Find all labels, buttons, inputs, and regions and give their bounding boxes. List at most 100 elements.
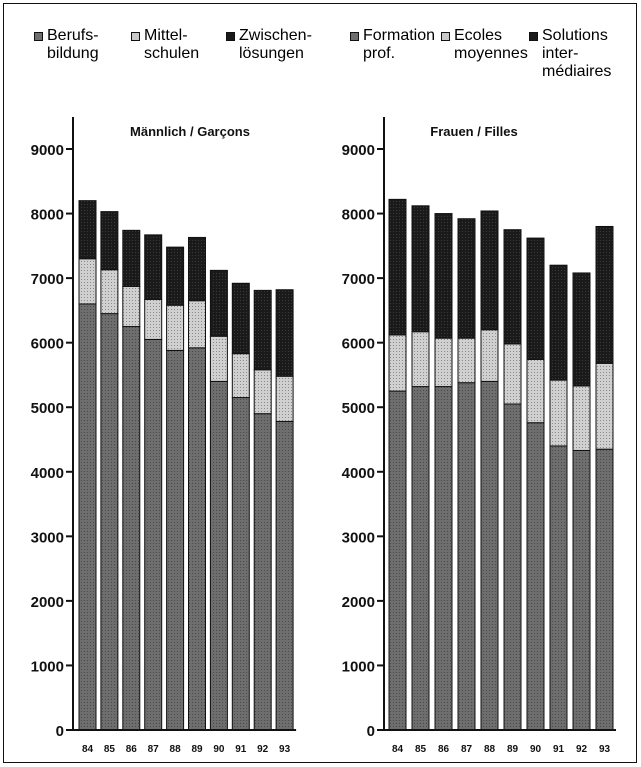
- bar-segment-mittelschulen: [503, 343, 522, 405]
- x-tick-label: 91: [553, 744, 565, 755]
- bar-segment-berufsbildung: [480, 380, 499, 731]
- bar-segment-mittelschulen: [457, 337, 476, 384]
- bar-segment-berufsbildung: [122, 326, 141, 731]
- bar-segment-mittelschulen: [434, 337, 453, 388]
- x-tick-label: 84: [392, 744, 404, 755]
- bar-segment-zwischenloesungen: [78, 200, 97, 260]
- legend-swatch-berufsbildung: [350, 32, 359, 41]
- x-tick-label: 85: [415, 744, 427, 755]
- bar-segment-zwischenloesungen: [388, 198, 407, 336]
- bar-segment-zwischenloesungen: [122, 229, 141, 288]
- x-tick-label: 86: [126, 744, 138, 755]
- bar-segment-mittelschulen: [526, 358, 545, 424]
- bar-segment-zwischenloesungen: [209, 269, 228, 337]
- x-tick-label: 89: [507, 744, 519, 755]
- y-tick-label: 4000: [31, 465, 64, 482]
- bar-segment-berufsbildung: [231, 397, 250, 731]
- bar-segment-berufsbildung: [572, 449, 591, 731]
- x-tick-label: 90: [530, 744, 542, 755]
- legend-label-berufsbildung: Berufs- bildung: [47, 27, 99, 62]
- bar-segment-mittelschulen: [595, 362, 614, 450]
- bar-segment-berufsbildung: [253, 413, 272, 731]
- chart-title: Männlich / Garçons: [130, 124, 250, 139]
- x-tick-label: 91: [235, 744, 247, 755]
- y-tick-label: 3000: [342, 529, 375, 546]
- bar-segment-mittelschulen: [188, 300, 206, 349]
- bar-segment-zwischenloesungen: [526, 237, 545, 360]
- bar-segment-mittelschulen: [253, 369, 272, 415]
- bar-segment-berufsbildung: [434, 386, 453, 731]
- x-tick-label: 88: [484, 744, 496, 755]
- x-tick-label: 93: [599, 744, 611, 755]
- bar-segment-zwischenloesungen: [144, 234, 163, 300]
- y-tick-label: 6000: [31, 336, 64, 353]
- bar-segment-mittelschulen: [78, 258, 97, 305]
- legend-label-zwischenloesungen: Solutions inter- médiaires: [542, 27, 612, 80]
- bar-segment-berufsbildung: [78, 303, 97, 731]
- bar-segment-zwischenloesungen: [411, 205, 430, 333]
- bar-segment-mittelschulen: [231, 353, 250, 399]
- bar-segment-mittelschulen: [480, 329, 499, 382]
- legend-swatch-berufsbildung: [34, 32, 43, 41]
- bar-segment-berufsbildung: [388, 390, 407, 731]
- y-tick-label: 8000: [342, 207, 375, 224]
- bar-segment-zwischenloesungen: [231, 282, 250, 355]
- bar-segment-mittelschulen: [122, 286, 141, 328]
- x-tick-label: 92: [576, 744, 588, 755]
- x-tick-label: 93: [279, 744, 291, 755]
- bar-segment-zwischenloesungen: [253, 289, 272, 371]
- bar-segment-berufsbildung: [144, 338, 163, 731]
- chart-panel-1: Männlich / Garçons 0 1000 2000 3000 4000 5000 6…: [31, 117, 297, 755]
- bar-segment-berufsbildung: [595, 448, 614, 731]
- bar-segment-mittelschulen: [572, 385, 591, 451]
- bar-segment-berufsbildung: [209, 380, 228, 731]
- x-tick-label: 92: [257, 744, 269, 755]
- bar-segment-berufsbildung: [526, 422, 545, 731]
- y-tick-label: 0: [56, 723, 64, 740]
- bar-segment-mittelschulen: [209, 335, 228, 382]
- x-tick-label: 88: [170, 744, 182, 755]
- bar-segment-berufsbildung: [457, 382, 476, 731]
- bar-segment-berufsbildung: [166, 349, 185, 731]
- legend-swatch-mittelschulen: [131, 32, 140, 41]
- x-tick-label: 87: [148, 744, 160, 755]
- y-tick-label: 1000: [31, 658, 64, 675]
- bar-segment-mittelschulen: [549, 379, 568, 447]
- bar-segment-berufsbildung: [100, 313, 119, 731]
- bar-segment-zwischenloesungen: [480, 210, 499, 331]
- bar-segment-mittelschulen: [100, 269, 119, 315]
- bar-segment-berufsbildung: [503, 403, 522, 731]
- bar-segment-berufsbildung: [411, 386, 430, 731]
- y-tick-label: 5000: [342, 400, 375, 417]
- legend-label-zwischenloesungen: Zwischen- lösungen: [239, 27, 312, 62]
- bar-segment-mittelschulen: [275, 375, 294, 422]
- legend-label-mittelschulen: Ecoles moyennes: [454, 27, 528, 62]
- chart-title: Frauen / Filles: [430, 124, 517, 139]
- bar-segment-zwischenloesungen: [457, 218, 476, 339]
- bar-segment-zwischenloesungen: [275, 289, 294, 377]
- y-tick-label: 2000: [342, 594, 375, 611]
- y-tick-label: 9000: [31, 142, 64, 159]
- bar-segment-zwischenloesungen: [595, 225, 614, 364]
- y-tick-label: 7000: [31, 271, 64, 288]
- legend-swatch-zwischenloesungen: [529, 32, 538, 41]
- bar-segment-mittelschulen: [144, 298, 163, 340]
- y-tick-label: 4000: [342, 465, 375, 482]
- bar-segment-berufsbildung: [188, 347, 206, 731]
- chart-panel-2: Frauen / Filles 0 1000 2000 3000 4000 5000 6000…: [342, 117, 616, 755]
- x-tick-label: 87: [461, 744, 473, 755]
- y-tick-label: 7000: [342, 271, 375, 288]
- x-tick-label: 90: [213, 744, 225, 755]
- y-tick-label: 3000: [31, 529, 64, 546]
- bar-segment-mittelschulen: [388, 334, 407, 392]
- y-tick-label: 9000: [342, 142, 375, 159]
- x-tick-label: 85: [104, 744, 116, 755]
- bar-segment-zwischenloesungen: [166, 246, 185, 306]
- bar-segment-mittelschulen: [411, 331, 430, 388]
- bar-segment-berufsbildung: [275, 420, 294, 731]
- legend-label-mittelschulen: Mittel- schulen: [144, 27, 200, 62]
- y-tick-label: 1000: [342, 658, 375, 675]
- bar-segment-zwischenloesungen: [100, 211, 119, 271]
